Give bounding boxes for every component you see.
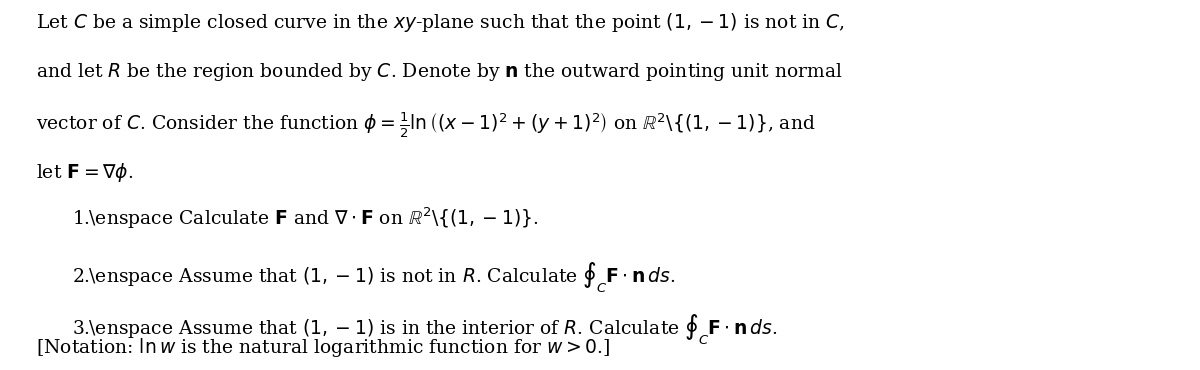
Text: let $\mathbf{F} = \nabla\phi$.: let $\mathbf{F} = \nabla\phi$. [36,161,133,184]
Text: and let $R$ be the region bounded by $C$. Denote by $\mathbf{n}$ the outward poi: and let $R$ be the region bounded by $C$… [36,61,842,83]
Text: [Notation: $\ln w$ is the natural logarithmic function for $w > 0$.]: [Notation: $\ln w$ is the natural logari… [36,336,611,359]
Text: 3.\enspace Assume that $(1,-1)$ is in the interior of $R$. Calculate $\oint_C \m: 3.\enspace Assume that $(1,-1)$ is in th… [72,313,778,347]
Text: 2.\enspace Assume that $(1,-1)$ is not in $R$. Calculate $\oint_C \mathbf{F} \cd: 2.\enspace Assume that $(1,-1)$ is not i… [72,261,676,295]
Text: 1.\enspace Calculate $\mathbf{F}$ and $\nabla \cdot \mathbf{F}$ on $\mathbb{R}^2: 1.\enspace Calculate $\mathbf{F}$ and $\… [72,205,539,231]
Text: vector of $C$. Consider the function $\phi = \frac{1}{2}\ln\left((x-1)^2 + (y+1): vector of $C$. Consider the function $\p… [36,111,816,141]
Text: Let $C$ be a simple closed curve in the $xy$-plane such that the point $(1,-1)$ : Let $C$ be a simple closed curve in the … [36,11,845,34]
